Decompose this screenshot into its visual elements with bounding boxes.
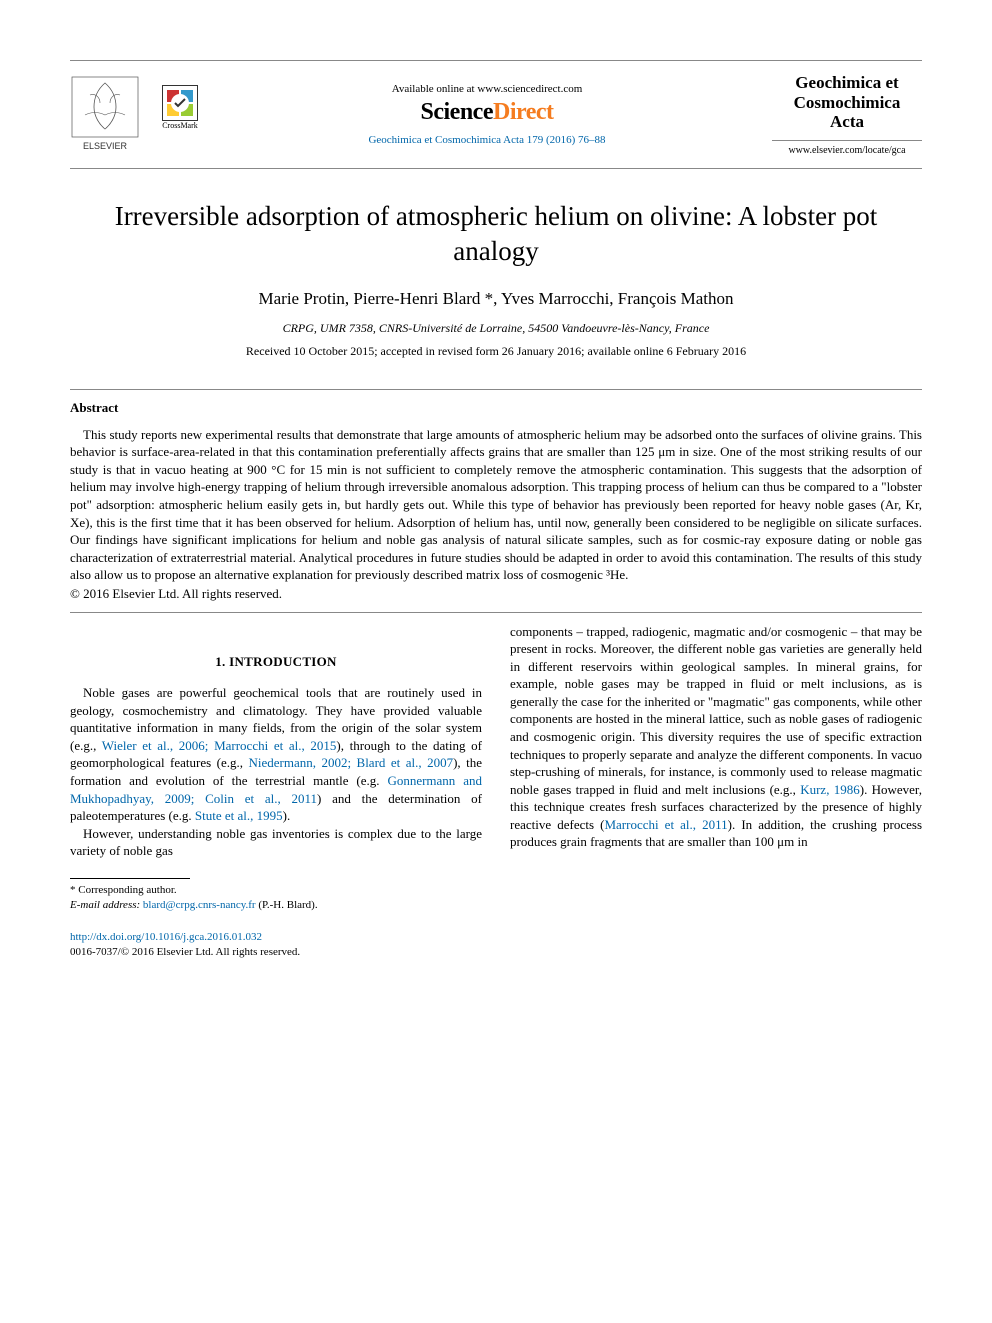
abstract-heading: Abstract [70,400,922,416]
paragraph: components – trapped, radiogenic, magmat… [510,623,922,851]
authors-line: Marie Protin, Pierre-Henri Blard *, Yves… [70,289,922,309]
abstract-copyright: © 2016 Elsevier Ltd. All rights reserved… [70,586,922,602]
journal-name-line3: Acta [772,112,922,132]
doi-block: http://dx.doi.org/10.1016/j.gca.2016.01.… [70,930,922,960]
citation-link[interactable]: Kurz, 1986 [800,782,860,797]
footnote-separator [70,878,190,879]
citation-link[interactable]: Marrocchi et al., 2011 [604,817,727,832]
abstract-text: This study reports new experimental resu… [70,426,922,584]
issn-copyright: 0016-7037/© 2016 Elsevier Ltd. All right… [70,945,922,960]
sd-brand-part-a: Science [421,99,493,125]
section-heading: 1. INTRODUCTION [70,653,482,671]
paragraph: Noble gases are powerful geochemical too… [70,684,482,824]
email-name: (P.-H. Blard). [256,899,318,911]
column-right: components – trapped, radiogenic, magmat… [510,623,922,913]
crossmark-label: CrossMark [162,121,198,130]
article-dates: Received 10 October 2015; accepted in re… [70,344,922,359]
email-link[interactable]: blard@crpg.cnrs-nancy.fr [143,899,256,911]
sciencedirect-logo: ScienceDirect [202,99,772,126]
elsevier-logo: ELSEVIER [70,75,140,153]
header-left: ELSEVIER CrossMark [70,75,202,153]
footnote-block: * Corresponding author. E-mail address: … [70,883,482,913]
email-line: E-mail address: blard@crpg.cnrs-nancy.fr… [70,898,482,913]
affiliation: CRPG, UMR 7358, CNRS-Université de Lorra… [70,321,922,336]
email-label: E-mail address: [70,899,140,911]
header-center: Available online at www.sciencedirect.co… [202,83,772,146]
doi-link[interactable]: http://dx.doi.org/10.1016/j.gca.2016.01.… [70,930,922,945]
journal-reference-link[interactable]: Geochimica et Cosmochimica Acta 179 (201… [202,134,772,146]
paragraph: However, understanding noble gas invento… [70,825,482,860]
article-title: Irreversible adsorption of atmospheric h… [110,199,882,269]
crossmark-badge[interactable]: CrossMark [158,85,202,143]
column-left: 1. INTRODUCTION Noble gases are powerful… [70,623,482,913]
citation-link[interactable]: Stute et al., 1995 [195,808,283,823]
journal-name: Geochimica et Cosmochimica Acta [772,73,922,132]
divider [70,612,922,613]
elsevier-text: ELSEVIER [83,141,128,151]
journal-name-line1: Geochimica et [772,73,922,93]
header-band: ELSEVIER CrossMark Available [70,60,922,169]
divider [70,389,922,390]
available-online-text: Available online at www.sciencedirect.co… [202,83,772,95]
journal-url[interactable]: www.elsevier.com/locate/gca [772,140,922,156]
text-run: components – trapped, radiogenic, magmat… [510,624,922,797]
sd-brand-part-b: Direct [493,99,554,125]
text-run: ). [283,808,291,823]
citation-link[interactable]: Wieler et al., 2006; Marrocchi et al., 2… [102,738,337,753]
page: ELSEVIER CrossMark Available [0,0,992,1000]
journal-name-line2: Cosmochimica [772,93,922,113]
corresponding-author: * Corresponding author. [70,883,482,898]
header-right: Geochimica et Cosmochimica Acta www.else… [772,73,922,156]
citation-link[interactable]: Niedermann, 2002; Blard et al., 2007 [248,755,453,770]
body-columns: 1. INTRODUCTION Noble gases are powerful… [70,623,922,913]
